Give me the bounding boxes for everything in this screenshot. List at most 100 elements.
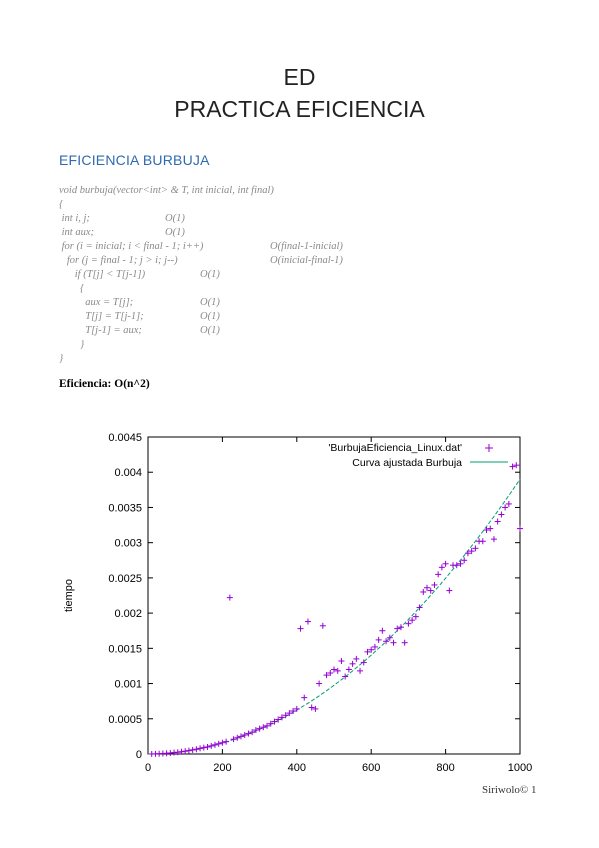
x-tick-label: 600 bbox=[362, 762, 380, 774]
data-point bbox=[494, 518, 501, 525]
data-point bbox=[312, 705, 319, 712]
data-point bbox=[267, 720, 274, 727]
code-loop-cost-annotation: O(inicial-final-1) bbox=[270, 255, 343, 266]
legend-label-data: 'BurbujaEficiencia_Linux.dat' bbox=[328, 442, 462, 454]
data-point bbox=[517, 525, 523, 532]
data-point bbox=[245, 730, 252, 737]
data-point bbox=[301, 694, 308, 701]
section-heading: EFICIENCIA BURBUJA bbox=[59, 152, 210, 168]
data-point bbox=[286, 710, 293, 717]
data-point bbox=[338, 658, 345, 665]
data-point bbox=[472, 545, 479, 552]
data-point bbox=[290, 708, 297, 715]
data-point bbox=[364, 648, 371, 655]
data-point bbox=[230, 736, 237, 743]
data-point bbox=[182, 748, 189, 755]
data-point bbox=[178, 748, 185, 755]
data-point bbox=[360, 659, 367, 666]
y-axis-label: tiempo bbox=[63, 579, 75, 612]
footer-signature: Siriwolo© 1 bbox=[482, 784, 537, 796]
plot-frame bbox=[147, 436, 521, 755]
data-point bbox=[368, 646, 375, 653]
data-point bbox=[238, 733, 244, 740]
fit-curve-line bbox=[148, 479, 521, 755]
data-point bbox=[427, 587, 434, 594]
data-point bbox=[383, 638, 390, 645]
y-tick-label: 0.0045 bbox=[108, 432, 142, 444]
data-point bbox=[219, 739, 226, 746]
y-tick-label: 0.002 bbox=[114, 608, 142, 620]
data-point bbox=[457, 560, 464, 567]
data-point bbox=[502, 504, 509, 511]
data-point bbox=[349, 660, 356, 667]
data-point bbox=[412, 613, 419, 620]
data-point bbox=[401, 639, 408, 646]
data-point bbox=[215, 740, 222, 747]
data-point bbox=[420, 588, 427, 595]
data-point bbox=[319, 622, 326, 629]
code-line: T[j] = T[j-1]; bbox=[59, 311, 144, 322]
data-point bbox=[483, 526, 490, 533]
data-point bbox=[282, 712, 289, 719]
data-point bbox=[353, 655, 360, 662]
code-line: for (i = inicial; i < final - 1; i++) bbox=[59, 241, 204, 252]
data-point bbox=[208, 742, 215, 749]
data-point bbox=[308, 704, 315, 711]
code-line: for (j = final - 1; j > i; j--) bbox=[59, 255, 178, 266]
code-line: { bbox=[59, 283, 85, 294]
legend-label-fit: Curva ajustada Burbuja bbox=[352, 457, 462, 469]
x-tick-label: 200 bbox=[213, 762, 231, 774]
data-point bbox=[323, 672, 330, 679]
data-point bbox=[211, 741, 218, 748]
data-point bbox=[204, 743, 211, 750]
code-loop-cost-annotation: O(final-1-inicial) bbox=[270, 241, 343, 252]
data-point bbox=[223, 738, 230, 745]
data-point bbox=[260, 724, 267, 731]
code-line: aux = T[j]; bbox=[59, 297, 134, 308]
code-cost-annotation: O(1) bbox=[200, 325, 220, 336]
data-point bbox=[442, 560, 449, 567]
data-point bbox=[498, 511, 505, 518]
data-point bbox=[252, 727, 259, 734]
y-tick-label: 0.001 bbox=[114, 679, 142, 691]
data-point bbox=[438, 564, 445, 571]
data-point bbox=[453, 562, 460, 569]
code-cost-annotation: O(1) bbox=[200, 311, 220, 322]
code-cost-annotation: O(1) bbox=[200, 297, 220, 308]
data-point bbox=[193, 746, 200, 753]
data-point bbox=[390, 639, 397, 646]
code-cost-annotation: O(1) bbox=[165, 227, 185, 238]
data-point bbox=[409, 617, 416, 624]
code-cost-annotation: O(1) bbox=[165, 213, 185, 224]
data-point bbox=[226, 594, 233, 601]
data-point bbox=[371, 643, 378, 650]
document-title-line1: ED bbox=[283, 64, 316, 90]
data-point bbox=[327, 669, 334, 676]
data-point bbox=[375, 636, 382, 643]
data-point bbox=[446, 587, 453, 594]
code-line: int aux; bbox=[59, 227, 94, 238]
data-point bbox=[509, 463, 516, 470]
code-line: } bbox=[59, 353, 64, 364]
data-point bbox=[278, 714, 285, 721]
data-point bbox=[431, 581, 438, 588]
efficiency-label: Eficiencia: O(n^2) bbox=[59, 378, 150, 390]
data-point bbox=[386, 634, 393, 641]
x-tick-label: 800 bbox=[436, 762, 454, 774]
data-point bbox=[316, 680, 323, 687]
data-point bbox=[189, 746, 196, 753]
data-point bbox=[185, 747, 192, 754]
data-point bbox=[357, 667, 364, 674]
data-point bbox=[200, 744, 207, 751]
data-point bbox=[416, 604, 423, 611]
data-point bbox=[461, 557, 468, 564]
data-point bbox=[505, 500, 512, 507]
data-point bbox=[379, 627, 386, 634]
data-point bbox=[424, 584, 430, 591]
code-line: int i, j; bbox=[59, 213, 90, 224]
y-tick-label: 0.0005 bbox=[108, 714, 142, 726]
x-tick-label: 400 bbox=[288, 762, 306, 774]
data-point bbox=[345, 666, 352, 673]
x-tick-label: 0 bbox=[145, 762, 151, 774]
y-tick-label: 0.0035 bbox=[108, 502, 142, 514]
